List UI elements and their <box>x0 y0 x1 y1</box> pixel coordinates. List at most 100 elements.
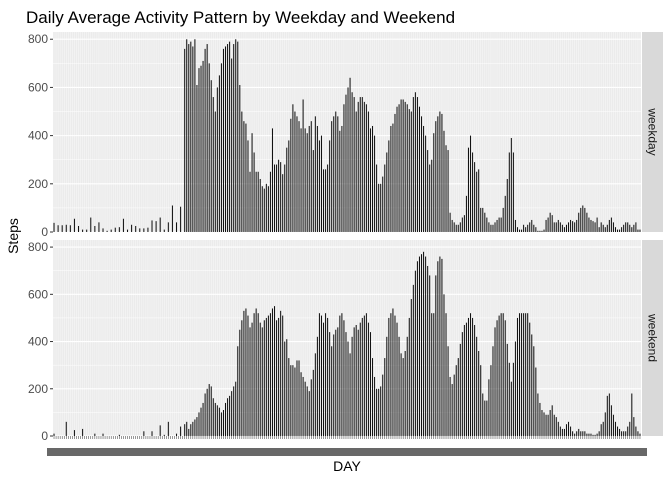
bar <box>388 140 390 232</box>
bar <box>276 320 278 436</box>
bar <box>578 428 580 436</box>
bar <box>220 63 222 232</box>
bar <box>619 229 621 232</box>
bar <box>225 402 227 436</box>
bar <box>274 306 276 436</box>
bar <box>506 343 508 436</box>
facet-strip <box>642 240 663 436</box>
bar <box>331 346 333 436</box>
bar <box>527 313 529 436</box>
bar <box>304 381 306 436</box>
bar <box>516 317 518 436</box>
bar <box>545 414 547 436</box>
bar <box>259 178 261 232</box>
bar <box>284 164 286 232</box>
y-tick-label: 600 <box>28 287 48 301</box>
bar <box>425 256 427 436</box>
bar <box>235 381 237 436</box>
bar <box>247 140 249 232</box>
bar <box>339 315 341 436</box>
bar <box>114 227 116 232</box>
bar <box>94 225 96 232</box>
bar <box>163 229 165 232</box>
bar <box>343 320 345 436</box>
bar <box>347 87 349 232</box>
bar <box>231 58 233 233</box>
bar <box>402 358 404 436</box>
bar <box>451 384 453 436</box>
bar <box>576 219 578 232</box>
y-tick-label: 600 <box>28 80 48 94</box>
bar <box>314 116 316 232</box>
bar <box>384 164 386 232</box>
bar <box>233 386 235 436</box>
bar <box>294 367 296 436</box>
bar <box>418 106 420 232</box>
bar <box>271 128 273 232</box>
bar <box>404 350 406 436</box>
bar <box>253 152 255 232</box>
bar <box>594 222 596 232</box>
bar <box>359 97 361 232</box>
bar <box>427 150 429 232</box>
bar <box>563 227 565 232</box>
bar <box>353 97 355 232</box>
bar <box>325 169 327 232</box>
bar <box>308 125 310 232</box>
bar <box>459 222 461 232</box>
panel-weekday: 0 200 400 600 800 weekday <box>28 32 663 239</box>
bar <box>584 207 586 232</box>
bar <box>400 99 402 232</box>
bar <box>369 128 371 232</box>
bar <box>543 229 545 232</box>
bar <box>472 152 474 232</box>
bar <box>563 428 565 436</box>
panel-background <box>53 32 641 232</box>
bar <box>586 212 588 232</box>
bar <box>555 222 557 232</box>
bar <box>494 327 496 436</box>
bar <box>410 111 412 232</box>
y-tick-label: 200 <box>28 382 48 396</box>
bar <box>361 97 363 232</box>
bar <box>365 313 367 436</box>
bar <box>421 116 423 232</box>
bar <box>474 325 476 436</box>
bar <box>210 386 212 436</box>
bar <box>57 225 59 232</box>
bar <box>455 224 457 232</box>
bar <box>606 224 608 232</box>
bar <box>351 336 353 436</box>
bar <box>600 222 602 232</box>
bar <box>551 215 553 232</box>
bar <box>184 424 186 436</box>
bar <box>267 186 269 232</box>
bar <box>306 133 308 232</box>
bar <box>510 138 512 232</box>
bar <box>151 220 153 232</box>
bar <box>541 230 543 232</box>
x-tick-labels-overplotted <box>47 448 647 456</box>
bar <box>614 421 616 436</box>
bar <box>608 393 610 436</box>
bar <box>245 308 247 436</box>
facet-strip-label: weekday <box>646 107 660 155</box>
bar <box>486 400 488 436</box>
bar <box>188 428 190 436</box>
bar <box>314 353 316 436</box>
bar <box>296 360 298 436</box>
bar <box>298 360 300 436</box>
bar <box>574 222 576 232</box>
bar <box>617 426 619 436</box>
bar <box>443 294 445 436</box>
bar <box>378 388 380 436</box>
bar <box>610 405 612 436</box>
x-tick-marks <box>53 436 641 439</box>
bar <box>276 164 278 232</box>
bar <box>592 221 594 232</box>
bar <box>308 391 310 436</box>
bar <box>429 164 431 232</box>
bar <box>392 123 394 232</box>
bar <box>214 402 216 436</box>
bar <box>292 365 294 436</box>
